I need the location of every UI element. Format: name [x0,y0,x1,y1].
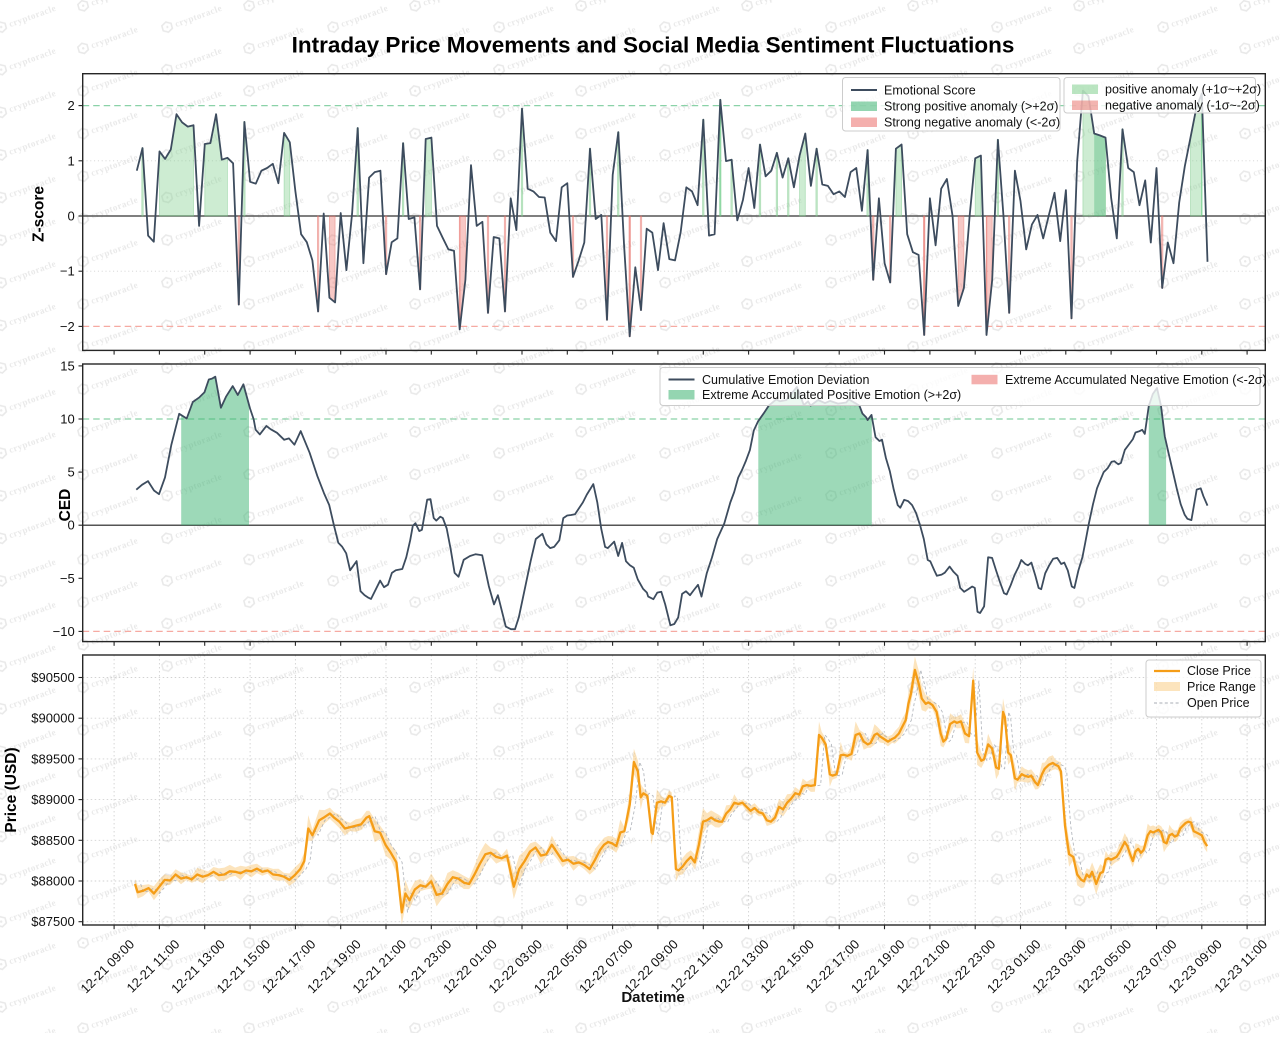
svg-text:positive anomaly (+1σ~+2σ): positive anomaly (+1σ~+2σ) [1105,83,1261,97]
svg-text:−2: −2 [60,319,75,334]
svg-text:10: 10 [60,412,74,427]
svg-text:Z-score: Z-score [31,186,48,242]
svg-text:$88500: $88500 [31,833,74,848]
svg-text:5: 5 [67,465,74,480]
svg-text:−10: −10 [53,624,75,639]
svg-text:Cumulative Emotion Deviation: Cumulative Emotion Deviation [702,373,869,387]
svg-text:0: 0 [67,518,74,533]
svg-text:Intraday Price Movements and S: Intraday Price Movements and Social Medi… [292,33,1015,58]
svg-text:15: 15 [60,358,74,373]
svg-text:Open Price: Open Price [1187,696,1250,710]
svg-text:Close Price: Close Price [1187,664,1251,678]
svg-text:$87500: $87500 [31,914,74,929]
svg-text:−1: −1 [60,264,75,279]
svg-text:0: 0 [67,209,74,224]
svg-text:−5: −5 [60,571,75,586]
svg-text:$89000: $89000 [31,792,74,807]
svg-text:Emotional Score: Emotional Score [884,84,976,98]
svg-text:Extreme Accumulated Negative E: Extreme Accumulated Negative Emotion (<-… [1005,373,1267,387]
svg-text:$90000: $90000 [31,711,74,726]
svg-text:2: 2 [67,98,74,113]
svg-text:CED: CED [57,489,74,522]
svg-text:Datetime: Datetime [621,989,684,1006]
svg-text:Extreme Accumulated Positive E: Extreme Accumulated Positive Emotion (>+… [702,388,961,402]
svg-text:Strong negative anomaly (<-2σ): Strong negative anomaly (<-2σ) [884,116,1060,130]
svg-text:$88000: $88000 [31,874,74,889]
svg-text:$89500: $89500 [31,751,74,766]
svg-text:$90500: $90500 [31,670,74,685]
svg-text:Price (USD): Price (USD) [3,747,20,832]
svg-text:negative anomaly (-1σ~-2σ): negative anomaly (-1σ~-2σ) [1105,99,1260,113]
svg-text:Price Range: Price Range [1187,680,1256,694]
svg-text:1: 1 [67,153,74,168]
svg-text:Strong positive anomaly (>+2σ): Strong positive anomaly (>+2σ) [884,100,1058,114]
